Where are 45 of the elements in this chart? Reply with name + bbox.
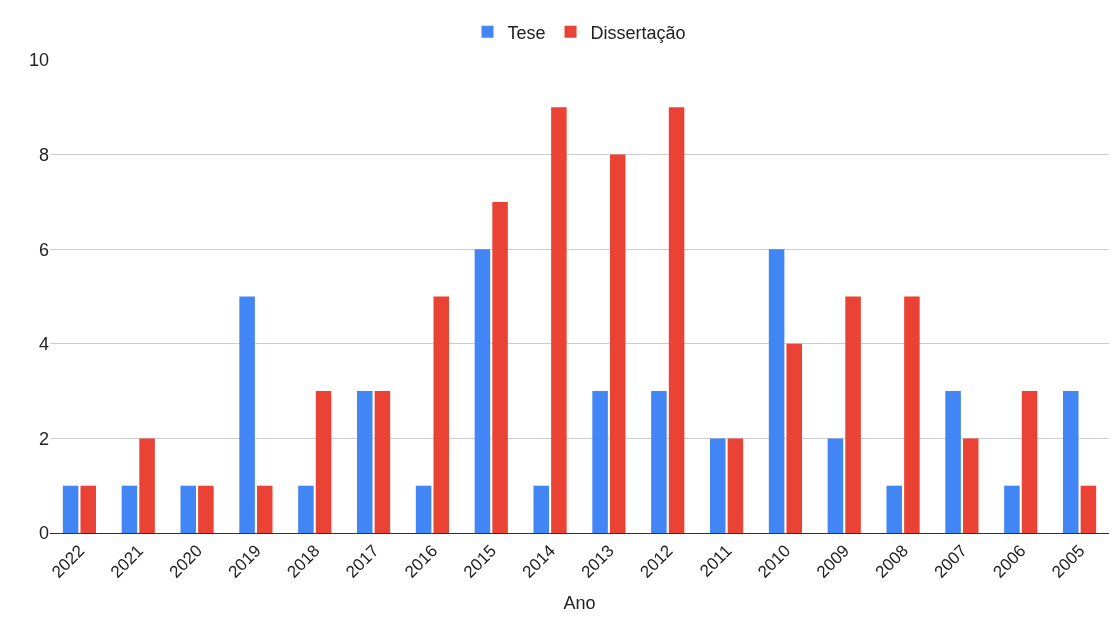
y-tick-label: 2 <box>38 428 49 449</box>
legend-label: Tese <box>507 22 546 43</box>
bar <box>492 201 508 533</box>
bar <box>80 485 97 533</box>
bar <box>139 438 155 533</box>
bar <box>609 154 626 533</box>
bar <box>374 391 391 533</box>
bar <box>786 343 803 533</box>
bar <box>768 249 785 533</box>
y-tick-label: 4 <box>38 334 49 355</box>
bar <box>356 391 373 533</box>
bar <box>198 485 214 533</box>
bar <box>945 391 961 533</box>
bar <box>180 485 197 533</box>
bar <box>298 485 314 533</box>
bar <box>845 296 861 533</box>
bar <box>651 391 667 533</box>
bar <box>415 485 432 533</box>
bar <box>827 438 844 533</box>
bar <box>62 485 79 533</box>
bar <box>533 485 550 533</box>
y-tick-label: 8 <box>38 144 49 165</box>
y-tick-label: 6 <box>38 239 49 260</box>
bar <box>709 438 726 533</box>
bar <box>1080 485 1097 533</box>
bar <box>121 485 138 533</box>
y-tick-label: 0 <box>38 523 49 544</box>
legend-label: Dissertação <box>590 22 686 43</box>
bar <box>904 296 920 533</box>
bar <box>551 107 567 533</box>
bar <box>1062 391 1079 533</box>
bar <box>433 296 450 533</box>
bar <box>668 107 685 533</box>
bar <box>727 438 744 533</box>
bar <box>962 438 979 533</box>
bar <box>1004 485 1020 533</box>
bar <box>592 391 608 533</box>
bar <box>886 485 903 533</box>
bar <box>315 391 332 533</box>
bar <box>1021 391 1038 533</box>
bar <box>239 296 255 533</box>
bar <box>256 485 273 533</box>
y-tick-label: 10 <box>28 50 49 71</box>
bar <box>474 249 491 533</box>
x-axis-title: Ano <box>563 592 596 613</box>
